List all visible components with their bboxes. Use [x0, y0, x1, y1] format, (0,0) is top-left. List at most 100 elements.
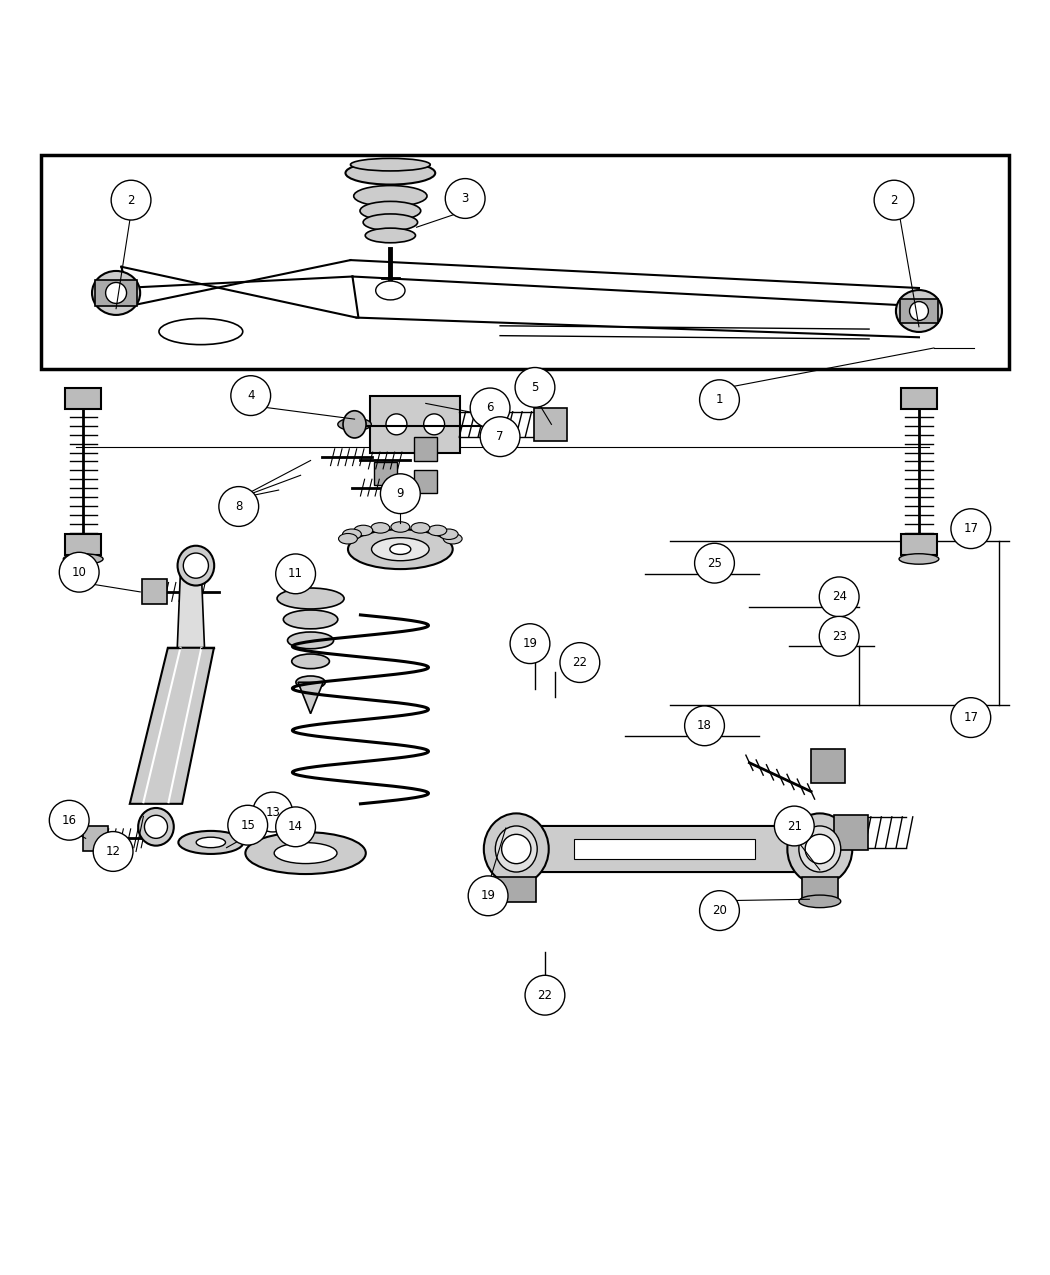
- Circle shape: [468, 876, 508, 915]
- Text: 2: 2: [127, 194, 134, 207]
- Circle shape: [276, 553, 315, 594]
- Circle shape: [145, 815, 168, 839]
- Ellipse shape: [338, 533, 357, 544]
- FancyBboxPatch shape: [497, 877, 537, 903]
- FancyBboxPatch shape: [901, 534, 937, 555]
- Text: 20: 20: [712, 904, 727, 917]
- Ellipse shape: [443, 533, 462, 544]
- Circle shape: [218, 487, 258, 527]
- Circle shape: [819, 616, 859, 657]
- Circle shape: [951, 509, 991, 548]
- Text: 8: 8: [235, 500, 243, 513]
- Ellipse shape: [277, 588, 344, 609]
- Ellipse shape: [338, 418, 372, 431]
- Text: 22: 22: [572, 657, 587, 669]
- Text: 3: 3: [461, 193, 469, 205]
- Circle shape: [775, 806, 814, 845]
- Ellipse shape: [372, 538, 429, 561]
- Ellipse shape: [345, 162, 436, 185]
- Text: 24: 24: [832, 590, 846, 603]
- Circle shape: [951, 697, 991, 737]
- Ellipse shape: [428, 525, 447, 536]
- Ellipse shape: [390, 544, 411, 555]
- Circle shape: [874, 180, 914, 221]
- Ellipse shape: [391, 521, 410, 532]
- FancyBboxPatch shape: [901, 388, 937, 409]
- Ellipse shape: [178, 831, 244, 854]
- Ellipse shape: [363, 214, 418, 231]
- FancyBboxPatch shape: [415, 470, 437, 493]
- Circle shape: [59, 552, 99, 592]
- FancyBboxPatch shape: [65, 388, 101, 409]
- Ellipse shape: [296, 676, 326, 688]
- FancyBboxPatch shape: [812, 750, 844, 783]
- Ellipse shape: [376, 280, 405, 300]
- Ellipse shape: [292, 654, 330, 668]
- Circle shape: [470, 388, 510, 428]
- Text: 19: 19: [481, 890, 496, 903]
- Circle shape: [253, 792, 293, 831]
- Ellipse shape: [360, 201, 421, 221]
- Ellipse shape: [274, 843, 337, 863]
- Circle shape: [510, 623, 550, 663]
- Text: 22: 22: [538, 988, 552, 1002]
- Circle shape: [560, 643, 600, 682]
- FancyBboxPatch shape: [371, 397, 460, 453]
- Text: 12: 12: [106, 845, 121, 858]
- Ellipse shape: [139, 808, 174, 845]
- Ellipse shape: [371, 523, 390, 533]
- Circle shape: [231, 376, 271, 416]
- FancyBboxPatch shape: [900, 300, 938, 323]
- FancyBboxPatch shape: [65, 534, 101, 555]
- FancyBboxPatch shape: [533, 408, 567, 441]
- Circle shape: [106, 283, 127, 303]
- FancyBboxPatch shape: [96, 280, 138, 306]
- Ellipse shape: [348, 529, 453, 569]
- Ellipse shape: [351, 158, 430, 171]
- Text: 16: 16: [62, 813, 77, 826]
- Text: 18: 18: [697, 719, 712, 732]
- FancyBboxPatch shape: [375, 462, 397, 486]
- Ellipse shape: [896, 291, 942, 332]
- Circle shape: [699, 380, 739, 419]
- Polygon shape: [177, 572, 205, 648]
- Circle shape: [93, 831, 133, 871]
- Text: 21: 21: [786, 820, 802, 833]
- Ellipse shape: [354, 186, 427, 207]
- Polygon shape: [298, 682, 323, 714]
- Ellipse shape: [159, 319, 243, 344]
- Circle shape: [111, 180, 151, 221]
- Circle shape: [423, 414, 444, 435]
- Circle shape: [445, 179, 485, 218]
- Ellipse shape: [496, 826, 538, 872]
- Circle shape: [480, 417, 520, 456]
- Polygon shape: [532, 826, 810, 872]
- FancyBboxPatch shape: [835, 815, 867, 850]
- Text: 7: 7: [497, 430, 504, 444]
- Ellipse shape: [365, 228, 416, 242]
- Text: 9: 9: [397, 487, 404, 500]
- Text: 25: 25: [707, 557, 722, 570]
- Circle shape: [819, 578, 859, 617]
- Ellipse shape: [284, 609, 338, 629]
- Ellipse shape: [246, 833, 365, 875]
- Ellipse shape: [484, 813, 549, 885]
- Text: 4: 4: [247, 389, 254, 402]
- Text: 10: 10: [71, 566, 86, 579]
- Circle shape: [695, 543, 734, 583]
- Text: 13: 13: [266, 806, 280, 819]
- Ellipse shape: [92, 272, 140, 315]
- FancyBboxPatch shape: [41, 156, 1009, 368]
- Circle shape: [380, 474, 420, 514]
- Text: 17: 17: [963, 523, 979, 536]
- Circle shape: [685, 706, 724, 746]
- Text: 11: 11: [288, 567, 303, 580]
- Ellipse shape: [343, 411, 366, 439]
- Circle shape: [516, 367, 554, 407]
- FancyBboxPatch shape: [83, 826, 108, 850]
- Ellipse shape: [63, 553, 103, 565]
- Text: 1: 1: [716, 393, 723, 407]
- Circle shape: [909, 302, 928, 320]
- FancyBboxPatch shape: [143, 579, 168, 604]
- Ellipse shape: [354, 525, 373, 536]
